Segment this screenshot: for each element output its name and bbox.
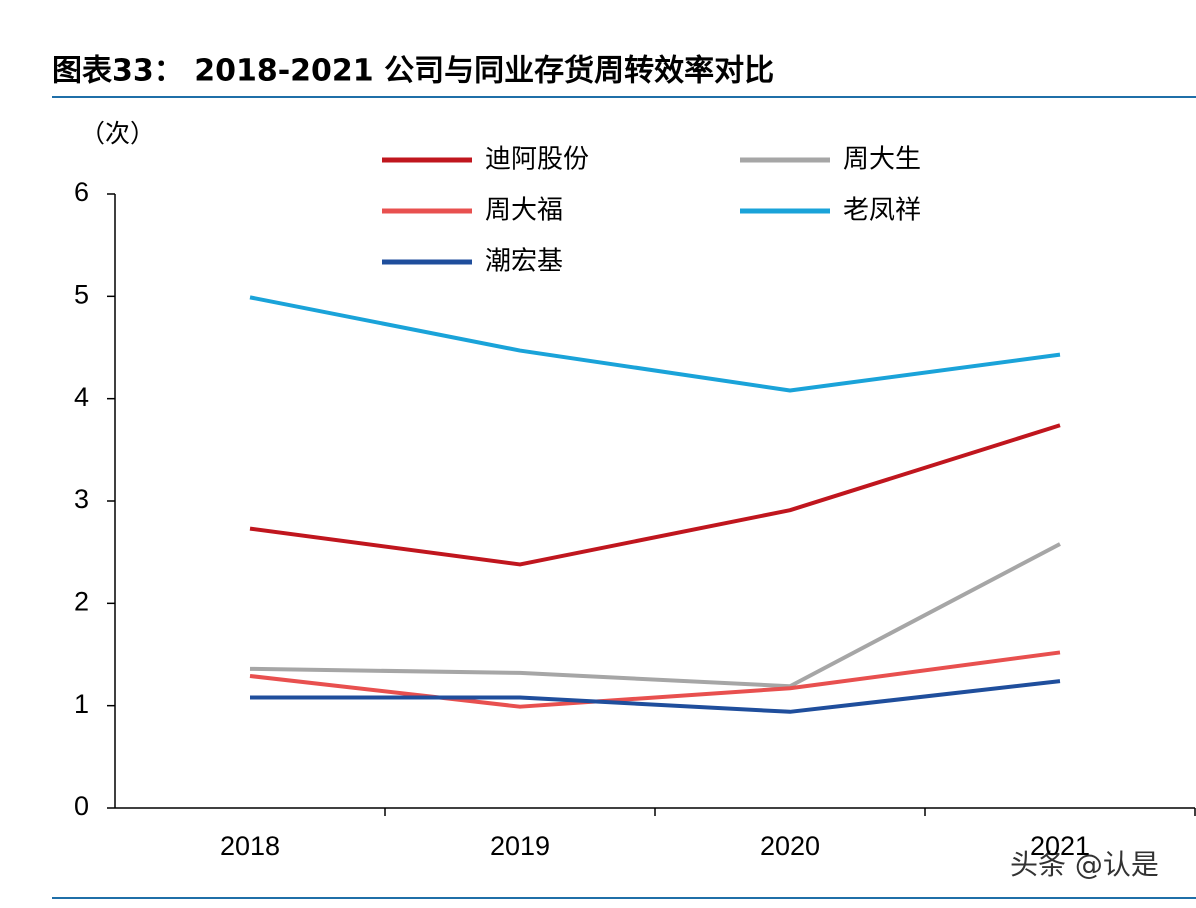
y-tick-label: 5 [74, 279, 89, 309]
x-tick-label: 2021 [1030, 831, 1090, 861]
x-tick-label: 2020 [760, 831, 820, 861]
legend-label: 潮宏基 [485, 247, 563, 277]
watermark: 头条 @认是 [1010, 848, 1159, 881]
y-tick-label: 6 [74, 177, 89, 207]
x-tick-label: 2019 [490, 831, 550, 861]
series-line [249, 295, 1061, 393]
series-line [249, 542, 1061, 689]
y-tick-label: 2 [74, 586, 89, 616]
legend-label: 老凤祥 [843, 196, 921, 226]
series-line [249, 423, 1061, 567]
x-tick-label: 2018 [220, 831, 280, 861]
series-line [249, 650, 1061, 709]
y-tick-label: 3 [74, 484, 89, 514]
legend-label: 周大生 [843, 145, 921, 175]
y-tick-label: 1 [74, 689, 89, 719]
legend-label: 迪阿股份 [485, 145, 589, 175]
y-axis-unit: （次） [80, 119, 155, 148]
legend-label: 周大福 [485, 196, 563, 226]
y-tick-label: 4 [74, 382, 89, 412]
chart-title: 图表33： 2018-2021 公司与同业存货周转效率对比 [52, 54, 774, 89]
series-line [250, 679, 1061, 714]
y-tick-label: 0 [74, 791, 89, 821]
